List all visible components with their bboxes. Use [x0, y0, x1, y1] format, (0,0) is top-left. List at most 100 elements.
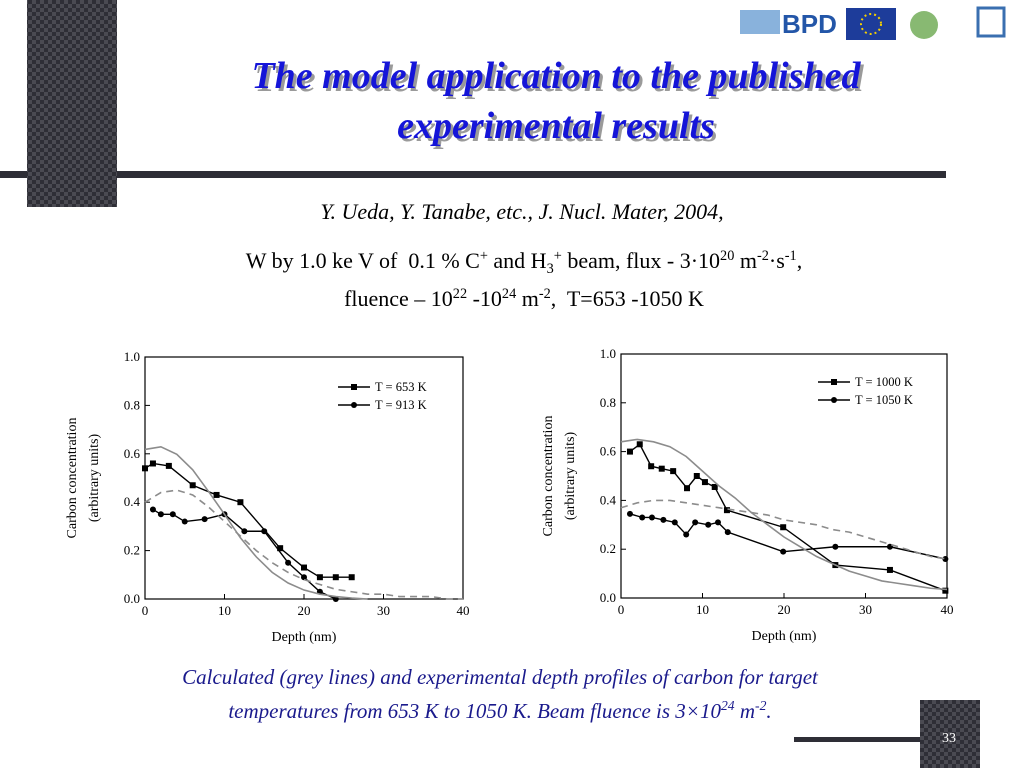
y-tick-label: 0.6	[600, 444, 617, 459]
marker	[626, 448, 633, 455]
eu-stars	[860, 13, 882, 35]
marker	[316, 574, 323, 581]
marker	[724, 529, 731, 536]
marker	[658, 465, 665, 472]
marker	[648, 463, 655, 470]
series-line	[144, 462, 352, 578]
supscript: -2	[755, 698, 767, 713]
marker	[660, 516, 667, 523]
marker	[277, 545, 284, 552]
marker	[723, 507, 730, 514]
marker	[201, 516, 208, 523]
x-tick-label: 20	[298, 603, 311, 618]
series-line	[144, 489, 463, 600]
marker	[332, 574, 339, 581]
page-block	[920, 700, 980, 768]
chart: 0.0 0.2 0.4 0.6 0.8 1.0 0 10 20 30 40 Depth (nm) Car…	[541, 346, 954, 644]
marker	[705, 521, 712, 528]
marker	[701, 479, 708, 486]
y-tick-label: 0.0	[600, 590, 616, 605]
y-axis-label: Carbon concentration	[65, 418, 80, 539]
logo-circle	[910, 11, 938, 39]
marker	[942, 587, 949, 594]
y-tick-label: 0.2	[124, 543, 140, 558]
conditions-line: W by 1.0 ke V of 0.1 % C+ and H3+ beam, …	[246, 248, 802, 277]
text-run: W by 1.0 ke V of 0.1 % C	[246, 248, 480, 273]
text-run: ·s	[769, 248, 785, 273]
text-run: m	[734, 248, 757, 273]
marker	[301, 564, 307, 571]
marker	[237, 499, 244, 506]
y-tick-label: 1.0	[600, 346, 616, 361]
page-number: 33	[942, 731, 956, 746]
supscript: 24	[721, 698, 735, 713]
logos: BPD	[740, 6, 1006, 40]
y-tick-label: 0.6	[124, 446, 141, 461]
marker	[301, 574, 307, 581]
x-tick-label: 20	[778, 602, 791, 617]
x-tick-label: 40	[457, 603, 470, 618]
plot-frame	[620, 353, 948, 599]
subscript: 3	[547, 261, 554, 277]
marker	[626, 510, 633, 517]
marker	[780, 524, 787, 531]
logo-mark	[740, 10, 780, 34]
legend-label: T = 913 K	[375, 398, 427, 412]
text-run: m	[735, 699, 755, 723]
x-tick-label: 10	[218, 603, 231, 618]
marker	[832, 543, 839, 550]
footer-bar	[794, 737, 920, 742]
supscript: -2	[539, 286, 551, 302]
text-run: and H	[488, 248, 547, 273]
legend-marker	[351, 402, 357, 408]
series-line	[620, 499, 948, 560]
y-tick-label: 0.4	[124, 494, 141, 509]
legend-label: T = 1050 K	[855, 393, 913, 407]
supscript: 22	[453, 286, 467, 302]
marker	[648, 514, 655, 521]
legend-marker	[831, 379, 837, 385]
text-run: fluence – 10	[344, 286, 453, 311]
marker	[684, 485, 691, 492]
x-tick-label: 0	[142, 603, 149, 618]
text-run: , T=653 -1050 K	[551, 286, 704, 311]
marker	[692, 519, 699, 526]
marker	[142, 465, 148, 472]
series-line	[629, 443, 946, 592]
marker	[886, 566, 893, 573]
text-run: -10	[467, 286, 502, 311]
supscript: -2	[757, 248, 769, 264]
y-tick-label: 1.0	[124, 349, 140, 364]
corner-block	[27, 0, 117, 207]
y-tick-label: 0.0	[124, 591, 140, 606]
x-tick-label: 30	[377, 603, 390, 618]
y-tick-label: 0.8	[124, 397, 140, 412]
marker	[639, 514, 646, 521]
marker	[261, 528, 268, 535]
marker	[714, 519, 721, 526]
legend-label: T = 1000 K	[855, 375, 913, 389]
y-tick-label: 0.2	[600, 541, 616, 556]
marker	[683, 531, 690, 538]
text-run: temperatures from 653 K to 1050 K. Beam …	[228, 699, 721, 723]
chart: 0.0 0.2 0.4 0.6 0.8 1.0 0 10 20 30 40 Depth (nm) Car…	[65, 349, 470, 645]
text-run: beam, flux - 3·10	[562, 248, 720, 273]
marker	[149, 506, 156, 513]
marker	[780, 548, 787, 555]
x-tick-label: 10	[696, 602, 709, 617]
marker	[189, 482, 196, 489]
eu-flag	[846, 8, 896, 40]
caption-line: Calculated (grey lines) and experimental…	[182, 665, 819, 689]
y-axis-label: (arbitrary units)	[563, 432, 578, 521]
x-tick-label: 40	[941, 602, 954, 617]
series-line	[620, 438, 948, 591]
marker	[165, 462, 172, 469]
marker	[181, 518, 188, 525]
marker	[711, 483, 718, 490]
marker	[636, 441, 643, 448]
text-run: Calculated (grey lines) and experimental…	[182, 665, 819, 689]
text-run: .	[766, 699, 771, 723]
title-line: experimental results	[397, 105, 715, 147]
